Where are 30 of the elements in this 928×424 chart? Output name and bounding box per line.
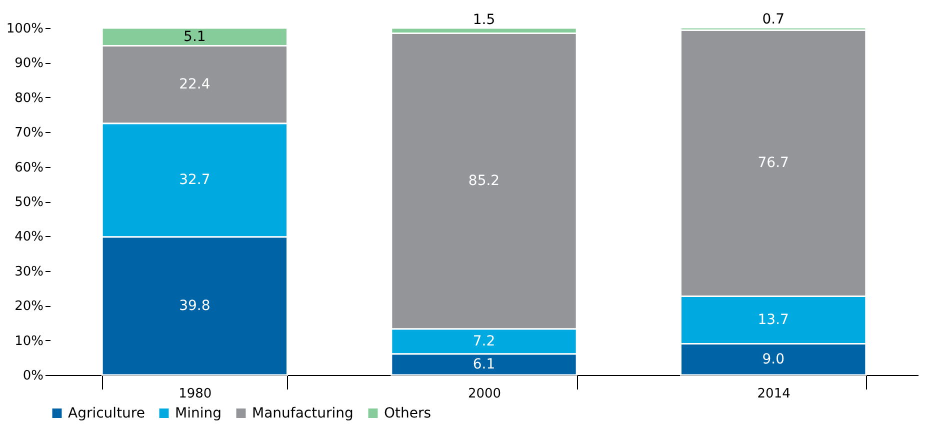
data-label: 1.5: [472, 12, 496, 28]
legend-label: Agriculture: [68, 405, 145, 422]
data-label: 76.7: [758, 155, 789, 172]
data-label: 5.1: [184, 28, 206, 45]
data-label: 7.2: [472, 333, 496, 350]
y-tick-label: 0%: [22, 368, 44, 384]
y-tick-label: 40%: [14, 230, 44, 245]
y-tick-label: 90%: [14, 56, 44, 72]
data-label: 9.0: [762, 351, 784, 368]
y-tick-label: 20%: [14, 299, 44, 314]
data-label: 32.7: [179, 172, 210, 188]
y-tick-label: 100%: [6, 22, 44, 36]
data-label: 0.7: [762, 12, 784, 28]
legend-label: Manufacturing: [252, 405, 354, 422]
x-tick-label: 2014: [757, 386, 790, 402]
x-tick-label: 1980: [178, 386, 212, 402]
y-tick-label: 80%: [14, 90, 44, 106]
y-tick-label: 70%: [14, 126, 44, 141]
data-label: 13.7: [758, 312, 789, 328]
y-tick-label: 50%: [14, 195, 44, 210]
y-tick-label: 60%: [14, 160, 44, 176]
data-label: 22.4: [179, 76, 210, 93]
data-label: 6.1: [472, 356, 496, 372]
data-label: 39.8: [179, 298, 210, 314]
y-tick-label: 10%: [14, 334, 44, 349]
y-tick-label: 30%: [14, 264, 44, 280]
legend-label: Others: [384, 405, 432, 422]
x-tick-label: 2000: [468, 386, 502, 402]
legend-label: Mining: [175, 405, 222, 422]
data-label: 85.2: [468, 173, 500, 190]
